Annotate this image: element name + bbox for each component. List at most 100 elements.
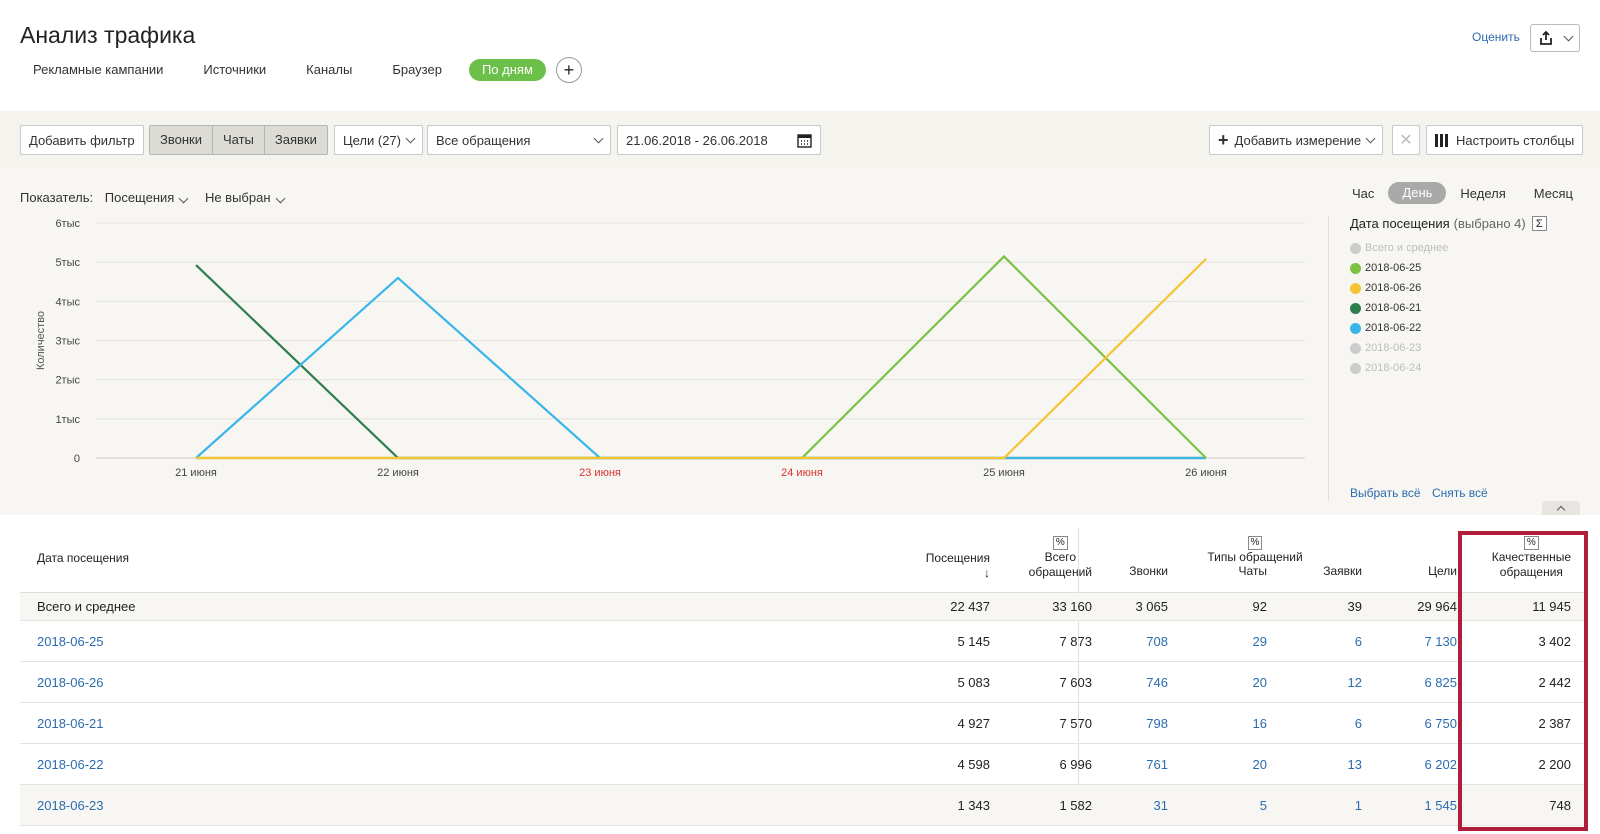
tab-channels[interactable]: Каналы — [306, 62, 353, 77]
cell-chats[interactable]: 16 — [1252, 716, 1267, 731]
tab-browser[interactable]: Браузер — [392, 62, 442, 77]
chevron-down-icon — [178, 193, 189, 204]
cell-goals[interactable]: 6 750 — [1424, 716, 1457, 731]
x-tick-label: 22 июня — [377, 467, 419, 479]
col-visits-header[interactable]: Посещения ↓ — [926, 551, 990, 581]
chevron-down-icon — [275, 193, 285, 204]
cell-calls: 3 065 — [1135, 599, 1168, 614]
cell-date-link[interactable]: 2018-06-23 — [37, 798, 104, 813]
cell-goals[interactable]: 6 825 — [1424, 675, 1457, 690]
legend-item[interactable]: Всего и среднее — [1350, 238, 1600, 258]
legend-item[interactable]: 2018-06-25 — [1350, 258, 1600, 278]
cell-appeals: 1 582 — [1059, 798, 1092, 813]
col-calls-header[interactable]: Звонки — [1129, 564, 1168, 578]
visits-line-chart: 0 1тыс 2тыс 3тыс 4тыс 5тыс 6тыс Количество 21 ию… — [35, 218, 1305, 479]
percent-toggle[interactable]: % — [1523, 536, 1539, 550]
add-dimension-button[interactable]: + Добавить измерение — [1209, 125, 1384, 155]
col-total-appeals-label-1: Всего — [1044, 550, 1077, 564]
cell-calls[interactable]: 761 — [1146, 757, 1168, 772]
cell-date-link[interactable]: 2018-06-26 — [37, 675, 104, 690]
cell-goals[interactable]: 7 130 — [1424, 634, 1457, 649]
cell-requests[interactable]: 13 — [1347, 757, 1362, 772]
rate-link[interactable]: Оценить — [1472, 30, 1520, 44]
percent-toggle[interactable]: % — [1247, 536, 1263, 550]
column-separator — [1078, 528, 1079, 818]
share-icon — [1539, 31, 1552, 45]
cell-calls[interactable]: 798 — [1146, 716, 1168, 731]
col-goals-header[interactable]: Цели — [1428, 564, 1457, 578]
cell-chats[interactable]: 29 — [1252, 634, 1267, 649]
collapse-chart-button[interactable] — [1542, 501, 1580, 515]
cell-quality: 2 387 — [1538, 716, 1571, 731]
date-range-picker[interactable]: 21.06.2018 - 26.06.2018 — [617, 125, 821, 155]
add-tab-button[interactable]: + — [555, 57, 582, 83]
add-dimension-label: Добавить измерение — [1234, 132, 1362, 148]
sigma-icon[interactable]: Σ — [1531, 216, 1547, 231]
legend-item[interactable]: 2018-06-23 — [1350, 338, 1600, 358]
select-all-link[interactable]: Выбрать всё — [1350, 486, 1421, 500]
chart-legend-divider — [1328, 216, 1329, 501]
col-visits-label: Посещения — [925, 551, 990, 565]
period-day[interactable]: День — [1388, 182, 1447, 204]
tab-ad-campaigns[interactable]: Рекламные кампании — [33, 62, 164, 77]
goals-dropdown[interactable]: Цели (27) — [334, 125, 423, 155]
add-filter-button[interactable]: Добавить фильтр — [20, 125, 144, 155]
cell-calls[interactable]: 31 — [1153, 798, 1168, 813]
cell-requests[interactable]: 6 — [1354, 716, 1362, 731]
legend-item[interactable]: 2018-06-21 — [1350, 298, 1600, 318]
appeals-select[interactable]: Все обращения — [427, 125, 611, 155]
period-week[interactable]: Неделя — [1460, 185, 1506, 201]
cell-requests[interactable]: 6 — [1354, 634, 1362, 649]
cell-goals[interactable]: 1 545 — [1424, 798, 1457, 813]
cell-goals[interactable]: 6 202 — [1424, 757, 1457, 772]
indicator-dropdown[interactable]: Посещения — [105, 190, 189, 205]
period-hour[interactable]: Час — [1352, 185, 1375, 201]
col-requests-header[interactable]: Заявки — [1323, 564, 1362, 578]
legend-item-label: 2018-06-22 — [1365, 322, 1422, 334]
cell-requests[interactable]: 12 — [1347, 675, 1362, 690]
x-tick-label: 25 июня — [983, 467, 1025, 479]
type-chats-toggle[interactable]: Чаты — [212, 126, 265, 154]
cell-date-link[interactable]: 2018-06-25 — [37, 634, 104, 649]
col-quality-header[interactable]: % Качественные обращения — [1492, 534, 1571, 580]
remove-dimension-button[interactable]: ✕ — [1392, 125, 1420, 155]
tab-sources[interactable]: Источники — [203, 62, 267, 77]
sort-desc-icon: ↓ — [984, 566, 990, 580]
legend-item[interactable]: 2018-06-26 — [1350, 278, 1600, 298]
tab-by-days[interactable]: По дням — [468, 59, 546, 81]
cell-chats[interactable]: 20 — [1252, 757, 1267, 772]
export-button[interactable] — [1530, 24, 1580, 52]
type-requests-toggle[interactable]: Заявки — [264, 126, 327, 154]
x-tick-label: 26 июня — [1185, 467, 1227, 479]
cell-date-link[interactable]: 2018-06-21 — [37, 716, 104, 731]
legend-item[interactable]: 2018-06-22 — [1350, 318, 1600, 338]
configure-columns-label: Настроить столбцы — [1456, 132, 1575, 148]
cell-date-link[interactable]: 2018-06-22 — [37, 757, 104, 772]
col-chats-header[interactable]: Чаты — [1238, 564, 1267, 578]
cell-calls[interactable]: 746 — [1146, 675, 1168, 690]
cell-chats[interactable]: 20 — [1252, 675, 1267, 690]
date-range-value: 21.06.2018 - 26.06.2018 — [626, 132, 768, 148]
col-total-appeals-header[interactable]: % Всего обращений — [1029, 534, 1092, 580]
type-calls-toggle[interactable]: Звонки — [150, 126, 213, 154]
percent-toggle[interactable]: % — [1052, 536, 1068, 550]
deselect-all-link[interactable]: Снять всё — [1431, 486, 1488, 500]
configure-columns-button[interactable]: Настроить столбцы — [1426, 125, 1584, 155]
cell-visits: 4 927 — [957, 716, 990, 731]
y-axis-label: Количество — [35, 311, 47, 370]
series-line-2018-06-26 — [196, 258, 1207, 460]
legend-dot — [1350, 282, 1361, 294]
second-indicator-dropdown[interactable]: Не выбран — [205, 190, 285, 205]
table-row-total: Всего и среднее 22 437 33 160 3 065 92 3… — [20, 593, 1587, 621]
cell-chats[interactable]: 5 — [1259, 798, 1267, 813]
col-date-header[interactable]: Дата посещения — [37, 551, 129, 565]
legend-item-label: Всего и среднее — [1365, 242, 1449, 254]
cell-appeals: 33 160 — [1052, 599, 1092, 614]
cell-calls[interactable]: 708 — [1146, 634, 1168, 649]
table-row: 2018-06-26 5 083 7 603 746 20 12 6 825 2 442 — [20, 662, 1587, 703]
series-line-2018-06-21 — [195, 264, 1206, 460]
legend-item[interactable]: 2018-06-24 — [1350, 358, 1600, 378]
cell-requests[interactable]: 1 — [1354, 798, 1362, 813]
columns-icon — [1435, 133, 1448, 147]
period-month[interactable]: Месяц — [1533, 185, 1573, 201]
